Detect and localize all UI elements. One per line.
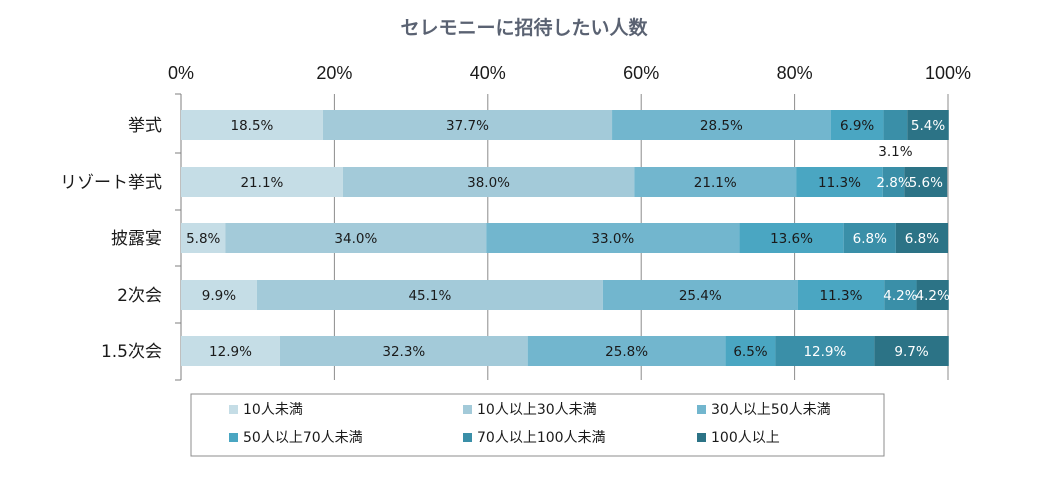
bar-segment [634, 167, 797, 197]
data-label: 6.8% [853, 231, 887, 247]
bars [181, 110, 949, 366]
bar-segment [797, 280, 885, 310]
bar-segment [181, 336, 280, 366]
legend-swatch [229, 433, 238, 442]
data-label: 45.1% [408, 288, 451, 304]
category-label: 1.5次会 [101, 342, 162, 362]
data-label: 13.6% [770, 231, 813, 247]
data-label: 18.5% [231, 118, 274, 134]
legend-entry: 10人以上30人未満 [477, 402, 597, 418]
category-label: リゾート挙式 [60, 173, 162, 193]
data-label: 37.7% [446, 118, 489, 134]
x-axis-ticks: 0% 20% 40% 60% 80% 100% [168, 63, 971, 83]
data-label: 33.0% [591, 231, 634, 247]
data-label: 9.9% [202, 288, 236, 304]
legend-swatch [229, 405, 238, 414]
legend-entry: 70人以上100人未満 [477, 430, 606, 446]
data-label: 25.8% [605, 344, 648, 360]
category-label: 2次会 [117, 286, 162, 306]
bar-segment [181, 167, 343, 197]
bar-segment [486, 223, 740, 253]
legend-swatch [463, 405, 472, 414]
bar-segment [739, 223, 844, 253]
legend-swatch [697, 433, 706, 442]
data-label: 21.1% [694, 175, 737, 191]
data-label: 5.4% [911, 118, 945, 134]
bar-segment [612, 110, 831, 140]
data-label: 5.8% [186, 231, 220, 247]
bar-segment [181, 110, 323, 140]
bar-segment [907, 110, 949, 140]
x-tick-label: 80% [777, 63, 813, 83]
bar-segment [775, 336, 875, 366]
data-label: 3.1% [878, 144, 912, 160]
category-label: 披露宴 [111, 229, 162, 249]
bar-segment [181, 280, 257, 310]
bar-segment [830, 110, 884, 140]
bar-segment [843, 223, 896, 253]
legend-swatch [697, 405, 706, 414]
bar-segment [225, 223, 487, 253]
data-label: 11.3% [818, 175, 861, 191]
category-label: 挙式 [128, 116, 162, 136]
data-label: 11.3% [820, 288, 863, 304]
chart-title: セレモニーに招待したい人数 [400, 16, 648, 39]
data-label: 6.8% [905, 231, 939, 247]
data-label: 9.7% [894, 344, 928, 360]
bar-segment [883, 110, 908, 140]
legend: 10人未満 10人以上30人未満 30人以上50人未満 50人以上70人未満 70人以上… [190, 393, 885, 457]
legend-entry: 30人以上50人未満 [711, 402, 831, 418]
data-label: 21.1% [240, 175, 283, 191]
data-label: 2.8% [876, 175, 910, 191]
data-label: 6.9% [840, 118, 874, 134]
data-labels: 18.5% 37.7% 28.5% 6.9%3.1% 5.4% 21.1% 38.0% 21.… [186, 118, 950, 360]
bar-segment [322, 110, 613, 140]
bar-segment [874, 336, 949, 366]
bar-segment [895, 223, 948, 253]
data-label: 38.0% [467, 175, 510, 191]
bar-segment [279, 336, 528, 366]
data-label: 4.2% [916, 288, 950, 304]
legend-entry: 10人未満 [243, 402, 303, 418]
legend-entry: 100人以上 [711, 430, 780, 446]
data-label: 6.5% [733, 344, 767, 360]
bar-segment [342, 167, 635, 197]
x-tick-label: 0% [168, 63, 194, 83]
x-tick-label: 60% [623, 63, 659, 83]
y-axis [175, 93, 182, 381]
legend-entry: 50人以上70人未満 [243, 430, 363, 446]
data-label: 12.9% [803, 344, 846, 360]
bar-segment [904, 167, 948, 197]
x-tick-label: 40% [470, 63, 506, 83]
bar-segment [181, 223, 226, 253]
data-label: 32.3% [382, 344, 425, 360]
bar-segment [882, 167, 905, 197]
data-label: 28.5% [700, 118, 743, 134]
data-label: 34.0% [334, 231, 377, 247]
data-label: 4.2% [883, 288, 917, 304]
data-label: 25.4% [679, 288, 722, 304]
x-tick-label: 100% [925, 63, 971, 83]
bar-segment [796, 167, 883, 197]
data-label: 5.6% [909, 175, 943, 191]
bar-segment [916, 280, 949, 310]
x-tick-label: 20% [316, 63, 352, 83]
legend-box [190, 393, 885, 457]
bar-segment [527, 336, 726, 366]
bar-segment [725, 336, 776, 366]
data-label: 12.9% [209, 344, 252, 360]
legend-swatch [463, 433, 472, 442]
bar-segment [256, 280, 603, 310]
bar-segment [884, 280, 917, 310]
bar-segment [602, 280, 798, 310]
